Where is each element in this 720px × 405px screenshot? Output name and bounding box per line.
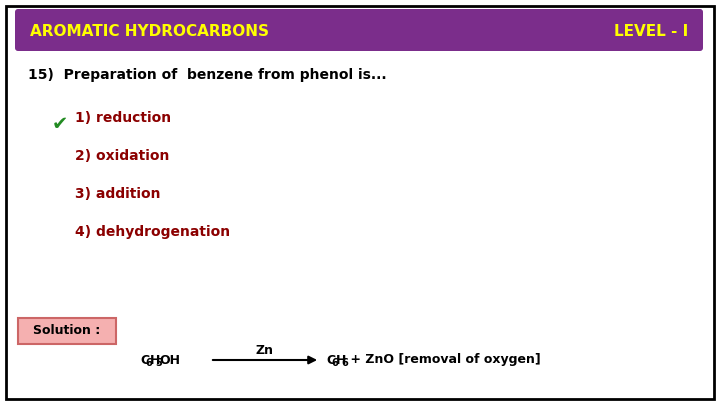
FancyBboxPatch shape <box>15 9 703 51</box>
Text: 4) dehydrogenation: 4) dehydrogenation <box>75 225 230 239</box>
Text: 2) oxidation: 2) oxidation <box>75 149 169 163</box>
Text: 15)  Preparation of  benzene from phenol is...: 15) Preparation of benzene from phenol i… <box>28 68 387 82</box>
Text: C: C <box>326 354 335 367</box>
Text: C: C <box>140 354 149 367</box>
Text: AROMATIC HYDROCARBONS: AROMATIC HYDROCARBONS <box>30 24 269 40</box>
Text: 1) reduction: 1) reduction <box>75 111 171 125</box>
Text: Solution :: Solution : <box>33 324 101 337</box>
Text: 6: 6 <box>341 358 348 368</box>
Text: ✔: ✔ <box>52 115 68 134</box>
Text: LEVEL - I: LEVEL - I <box>613 24 688 40</box>
Text: H: H <box>150 354 161 367</box>
Text: 6: 6 <box>332 358 338 368</box>
Text: OH: OH <box>160 354 181 367</box>
Text: 5: 5 <box>156 358 162 368</box>
Text: + ZnO [removal of oxygen]: + ZnO [removal of oxygen] <box>346 354 541 367</box>
Text: 3) addition: 3) addition <box>75 187 161 201</box>
Text: H: H <box>336 354 346 367</box>
Text: 6: 6 <box>145 358 153 368</box>
Bar <box>18 318 116 344</box>
Text: Zn: Zn <box>256 343 274 356</box>
